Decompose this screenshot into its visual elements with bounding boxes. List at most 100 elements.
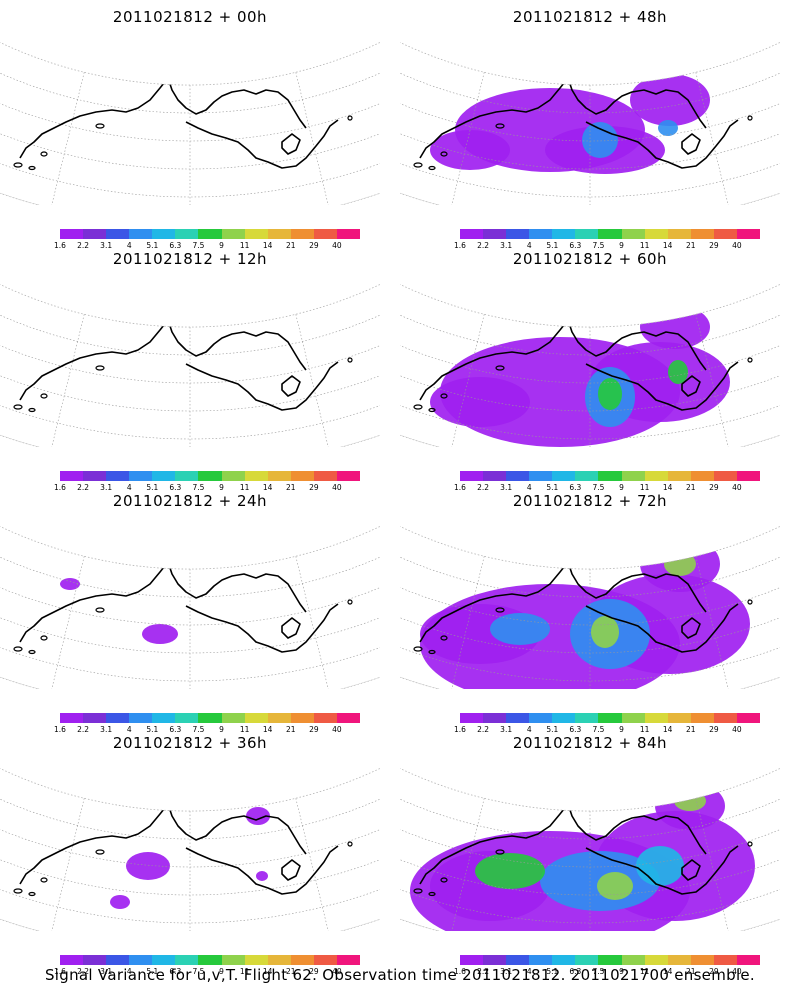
colorbar-tick-label: 3.1 — [500, 967, 513, 976]
variance-blob — [630, 74, 710, 126]
colorbar-tick-label: 9 — [619, 725, 624, 734]
colorbar-swatch — [336, 229, 361, 239]
colorbar-tick-label: 40 — [332, 725, 342, 734]
colorbar-tick-label: 1.6 — [54, 241, 66, 250]
variance-core — [674, 791, 706, 811]
colorbar-tick-label: 9 — [619, 483, 624, 492]
colorbar-labels: 1.6 2.2 3.1 4 5.1 6.3 7.5 9 11 14 21 29 40 — [454, 483, 760, 493]
coastline — [281, 859, 301, 881]
coastline — [185, 603, 339, 653]
colorbar-tick-label: 5.1 — [146, 967, 159, 976]
colorbar-tick-label: 6.3 — [169, 967, 182, 976]
colorbar-tick-label: 5.1 — [146, 483, 159, 492]
colorbar-swatch — [267, 471, 291, 481]
colorbar-swatch — [598, 713, 622, 723]
colorbar-tick-label: 6.3 — [569, 725, 582, 734]
coastline — [281, 617, 301, 639]
colorbar-tick-label: 7.5 — [592, 483, 605, 492]
coastline — [281, 133, 301, 155]
variance-blob — [430, 130, 510, 170]
map — [400, 756, 780, 931]
coastline — [585, 845, 739, 895]
colorbar-tick-label: 3.1 — [100, 241, 113, 250]
colorbar-tick-label: 40 — [732, 241, 742, 250]
colorbar-tick-label: 6.3 — [569, 241, 582, 250]
colorbar-swatch — [290, 955, 314, 965]
colorbar-swatch — [667, 713, 691, 723]
colorbar-swatch — [529, 713, 553, 723]
colorbar-swatch — [644, 713, 668, 723]
colorbar-swatch — [106, 229, 130, 239]
colorbar-swatch — [313, 229, 337, 239]
colorbar-swatch — [267, 713, 291, 723]
colorbar-swatch — [60, 471, 84, 481]
colorbar-swatch — [575, 955, 599, 965]
colorbar-tick-label: 6.3 — [169, 725, 182, 734]
variance-core — [598, 378, 622, 410]
panel-title: 2011021812 + 60h — [512, 250, 668, 268]
coastline — [681, 375, 701, 397]
coastline — [585, 361, 739, 411]
variance-core — [490, 613, 550, 645]
colorbar-swatch — [552, 471, 576, 481]
colorbar-labels: 1.6 2.2 3.1 4 5.1 6.3 7.5 9 11 14 21 29 40 — [454, 725, 760, 735]
variance-blob — [60, 578, 80, 590]
colorbar-swatch — [313, 955, 337, 965]
colorbar-swatch — [198, 713, 222, 723]
colorbar-tick-label: 4 — [526, 967, 532, 976]
colorbar-swatch — [152, 229, 176, 239]
coastline — [185, 119, 339, 169]
colorbar-tick-label: 5.1 — [146, 241, 159, 250]
colorbar-tick-label: 2.2 — [77, 241, 90, 250]
colorbar-swatch — [690, 955, 714, 965]
colorbar-tick-label: 3.1 — [500, 241, 513, 250]
coastline — [681, 617, 701, 639]
colorbar — [60, 955, 361, 965]
colorbar-swatch — [106, 955, 130, 965]
colorbar-swatch — [129, 955, 153, 965]
colorbar-tick-label: 2.2 — [77, 967, 90, 976]
colorbar-tick-label: 14 — [662, 241, 673, 250]
colorbar-swatch — [506, 471, 530, 481]
colorbar-swatch — [736, 955, 761, 965]
colorbar-swatch — [198, 471, 222, 481]
colorbar-tick-label: 7.5 — [592, 241, 605, 250]
colorbar-tick-label: 14 — [662, 967, 673, 976]
colorbar-swatch — [221, 955, 245, 965]
colorbar-swatch — [267, 229, 291, 239]
colorbar-tick-label: 11 — [639, 241, 650, 250]
colorbar-tick-label: 4 — [526, 241, 532, 250]
colorbar-tick-label: 4 — [126, 725, 132, 734]
forecast-panel: 2011021812 + 60h 1.6 2.2 3.1 4 5.1 6.3 7.5 9 11 14… — [400, 250, 780, 493]
colorbar-swatch — [736, 471, 761, 481]
forecast-panel: 2011021812 + 72h 1.6 2.2 3.1 4 5.1 6.3 7.5 9 11 14… — [400, 492, 780, 735]
colorbar-tick-label: 29 — [309, 483, 319, 492]
colorbar-tick-label: 9 — [219, 241, 224, 250]
colorbar-tick-label: 7.5 — [192, 725, 205, 734]
colorbar-swatch — [552, 229, 576, 239]
colorbar-swatch — [460, 955, 484, 965]
colorbar-labels: 1.6 2.2 3.1 4 5.1 6.3 7.5 9 11 14 21 29 40 — [54, 967, 360, 977]
colorbar-swatch — [621, 713, 645, 723]
colorbar-swatch — [83, 955, 107, 965]
coastline — [419, 561, 707, 643]
variance-blob — [430, 377, 530, 427]
colorbar-tick-label: 29 — [709, 483, 719, 492]
colorbar-swatch — [244, 713, 268, 723]
variance-core — [664, 552, 696, 576]
colorbar-swatch — [713, 471, 737, 481]
colorbar-tick-label: 1.6 — [454, 967, 466, 976]
colorbar-tick-label: 3.1 — [500, 725, 513, 734]
colorbar-swatch — [598, 471, 622, 481]
colorbar-tick-label: 6.3 — [169, 483, 182, 492]
colorbar-swatch — [529, 955, 553, 965]
colorbar-swatch — [244, 955, 268, 965]
colorbar-swatch — [175, 471, 199, 481]
colorbar-labels: 1.6 2.2 3.1 4 5.1 6.3 7.5 9 11 14 21 29 40 — [54, 483, 360, 493]
colorbar-swatch — [129, 229, 153, 239]
colorbar-tick-label: 7.5 — [192, 967, 205, 976]
coastline — [681, 133, 701, 155]
colorbar-swatch — [644, 471, 668, 481]
colorbar-tick-label: 4 — [126, 241, 132, 250]
colorbar-swatch — [713, 955, 737, 965]
